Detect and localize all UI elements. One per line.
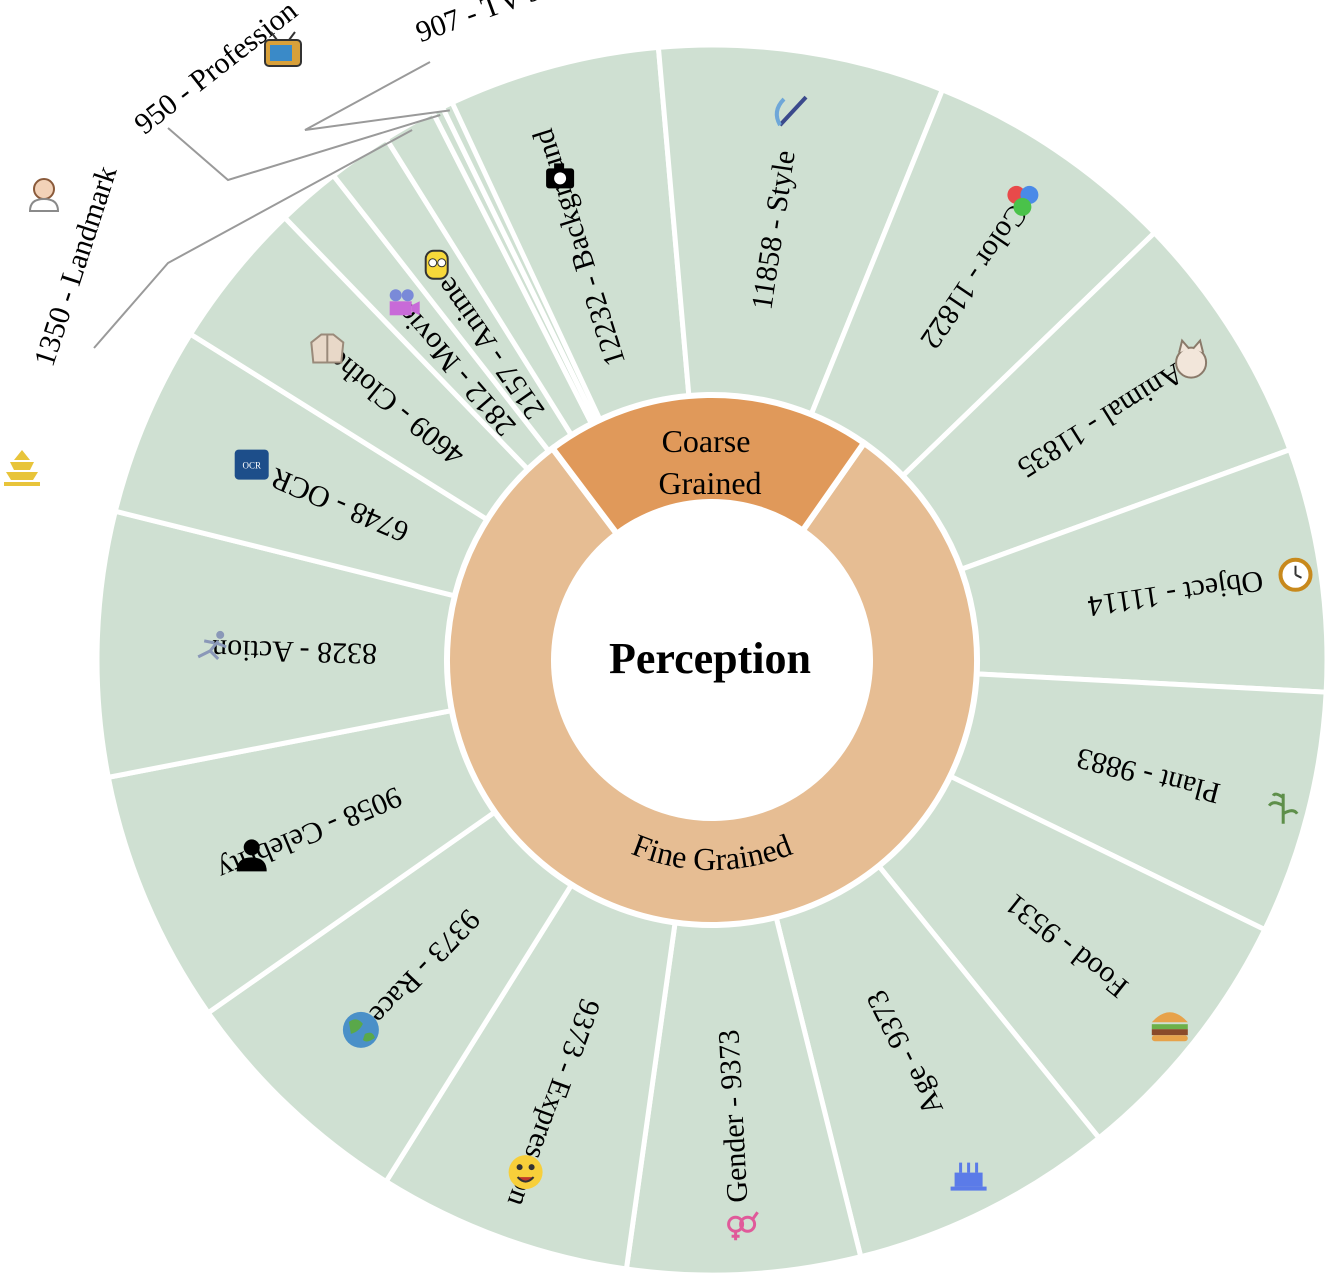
leader-lines	[93, 61, 450, 349]
cat-icon	[1175, 338, 1208, 379]
silly-face-icon	[508, 1155, 543, 1190]
center-title: Perception	[609, 634, 811, 683]
burger-icon	[1151, 1012, 1188, 1042]
gender-symbol-icon	[727, 1211, 759, 1241]
group-label-coarse-line-2: Grained	[658, 465, 761, 501]
leader-line-landmark	[93, 129, 413, 349]
jacket-icon	[310, 333, 345, 364]
category-icons: OCR	[4, 31, 1313, 1241]
label-tv-shows: 907 - TV shows	[411, 0, 602, 49]
camera-icon	[546, 163, 575, 189]
leader-line-profession	[167, 114, 441, 182]
person-bust-icon	[236, 839, 267, 872]
ocr-badge-icon: OCR	[234, 449, 269, 480]
alarm-clock-icon	[1278, 557, 1313, 592]
center-hole	[554, 502, 870, 818]
group-label-coarse-line-1: Coarse	[662, 423, 751, 459]
group-label-coarse: Coarse Grained	[658, 423, 761, 501]
running-figure-icon	[197, 630, 227, 660]
television-icon	[264, 31, 302, 67]
leader-line-tv-shows	[304, 61, 450, 131]
pagoda-icon	[4, 450, 40, 486]
birthday-cake-icon	[950, 1162, 987, 1191]
cartoon-face-icon	[424, 249, 449, 280]
label-profession: 950 - Profession	[128, 0, 303, 141]
outer-ring	[94, 42, 1327, 1275]
svg-text:OCR: OCR	[242, 461, 261, 471]
film-camera-icon	[389, 289, 420, 316]
rgb-circles-icon	[1007, 185, 1039, 216]
sprout-icon	[1267, 792, 1299, 824]
label-action: 8328 - Action	[212, 633, 378, 670]
scientist-icon	[28, 178, 60, 212]
paintbrush-icon	[774, 95, 808, 127]
globe-icon	[342, 1011, 379, 1048]
